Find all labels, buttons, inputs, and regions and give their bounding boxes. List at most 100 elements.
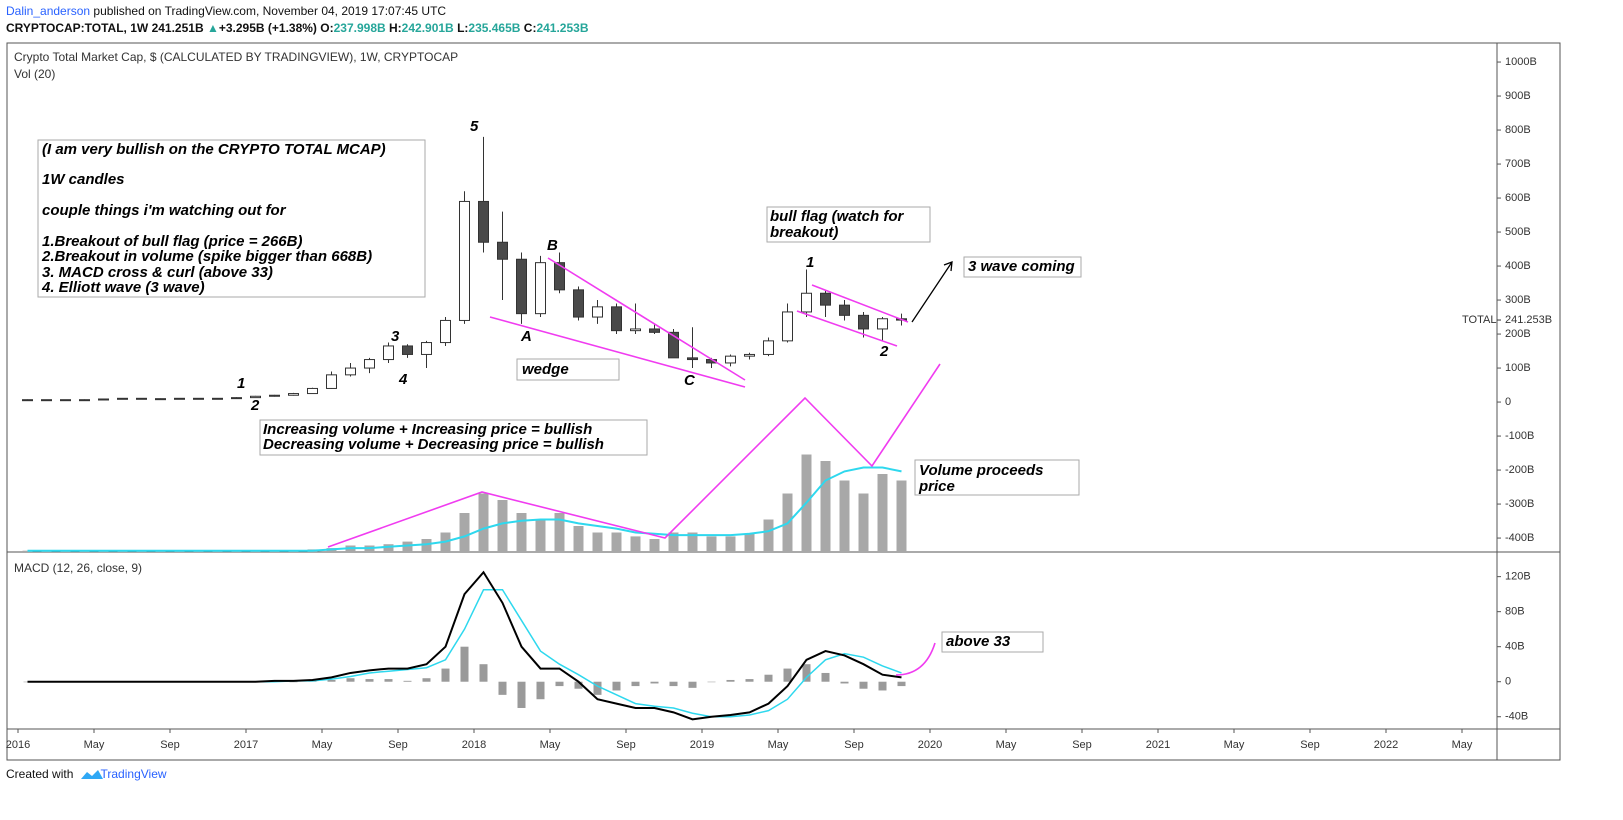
candle-body <box>288 393 299 396</box>
y-tick-label: -200B <box>1505 464 1534 476</box>
x-tick-label: Sep <box>1300 739 1320 751</box>
candle-body <box>744 353 755 357</box>
x-tick-label: 2018 <box>462 739 486 751</box>
wave-label: 2 <box>250 397 260 414</box>
macd-histogram <box>365 679 374 682</box>
volume-bar <box>592 532 603 552</box>
l-value: 235.465B <box>468 21 520 35</box>
candle-body <box>402 345 413 355</box>
candle-body <box>877 318 888 330</box>
macd-histogram <box>441 668 450 682</box>
macd-histogram <box>403 680 412 682</box>
y-tick-label: -400B <box>1505 532 1534 544</box>
price-line-name: TOTAL <box>1462 314 1496 326</box>
note: 3. MACD cross & curl (above 33) <box>42 264 273 281</box>
x-tick-label: Sep <box>160 739 180 751</box>
y-tick-label: 700B <box>1505 158 1531 170</box>
x-tick-label: 2020 <box>918 739 942 751</box>
candle-body <box>345 367 356 376</box>
macd-histogram <box>536 681 545 700</box>
candle-body <box>193 397 204 400</box>
volume-bar <box>744 533 755 552</box>
macd-histogram <box>859 681 868 689</box>
volume-bar <box>687 532 698 552</box>
x-tick-label: 2022 <box>1374 739 1398 751</box>
note: (I am very bullish on the CRYPTO TOTAL M… <box>42 141 386 158</box>
macd-line <box>27 570 902 721</box>
symbol-line: CRYPTOCAP:TOTAL, 1W 241.251B ▲+3.295B (+… <box>6 21 589 35</box>
volume-note: Increasing volume + Increasing price = b… <box>263 421 592 438</box>
macd-histogram <box>897 681 906 687</box>
macd-histogram <box>764 674 773 682</box>
macd-histogram <box>289 681 298 683</box>
volume-bar <box>725 536 736 552</box>
candle-body <box>117 397 128 400</box>
y-tick-label: -100B <box>1505 430 1534 442</box>
x-tick-label: May <box>540 739 561 751</box>
y-tick-label: 600B <box>1505 192 1531 204</box>
wave-label: 1 <box>237 375 245 392</box>
flag-box <box>766 206 931 243</box>
candle-body <box>668 331 679 359</box>
flag-label: bull flag (watch for <box>770 208 904 225</box>
candle-body <box>174 397 185 400</box>
volume-bar <box>383 544 394 552</box>
header-line: Dalin_anderson published on TradingView.… <box>6 4 446 18</box>
x-tick-label: May <box>768 739 789 751</box>
volume-note: Decreasing volume + Decreasing price = b… <box>263 436 604 453</box>
symbol: CRYPTOCAP:TOTAL, 1W <box>6 21 149 35</box>
volume-bar <box>554 513 565 552</box>
y-tick-label: 100B <box>1505 362 1531 374</box>
wave-label: 1 <box>806 254 814 271</box>
candle-body <box>383 345 394 361</box>
wedge-line <box>489 316 746 388</box>
macd-histogram <box>384 679 393 682</box>
y-tick-label: -300B <box>1505 498 1534 510</box>
volume-title: Vol (20) <box>14 67 55 81</box>
macd-title: MACD (12, 26, close, 9) <box>14 561 142 575</box>
macd-histogram <box>555 681 564 687</box>
brand[interactable]: TradingView <box>101 767 167 781</box>
volume-bar <box>706 536 717 552</box>
candle-body <box>820 292 831 306</box>
candle-body <box>136 397 147 400</box>
wave-label: C <box>684 372 696 389</box>
y-tick-label: 1000B <box>1505 56 1537 68</box>
candle-body <box>98 398 109 401</box>
footer: Created with TradingView <box>6 767 167 781</box>
note: couple things i'm watching out for <box>42 202 287 219</box>
candle-body <box>364 359 375 369</box>
macd-histogram <box>802 664 811 682</box>
macd-histogram <box>612 681 621 691</box>
author[interactable]: Dalin_anderson <box>6 4 90 18</box>
volume-bar <box>421 539 432 552</box>
y-tick-label: 40B <box>1505 641 1525 653</box>
volume-ma <box>27 466 902 552</box>
candle-body <box>611 306 622 332</box>
created: Created with <box>6 767 73 781</box>
macd-histogram <box>574 681 583 689</box>
wave-label: 4 <box>398 371 408 388</box>
proceeds-box <box>914 459 1080 496</box>
proceeds-label: price <box>918 478 955 495</box>
h-value: 242.901B <box>402 21 454 35</box>
macd-histogram <box>422 678 431 682</box>
volume-trend <box>327 363 941 548</box>
volume-bar <box>478 493 489 552</box>
candle-body <box>516 258 527 315</box>
wave-label: A <box>520 328 532 345</box>
macd-histogram <box>783 668 792 682</box>
macd-histogram <box>745 679 754 682</box>
candle-body <box>592 306 603 318</box>
macd-histogram <box>479 664 488 682</box>
volume-bar <box>649 539 660 552</box>
marks: 1000B900B800B700B600B500B400B300B200B100… <box>6 56 1552 751</box>
x-tick-label: May <box>312 739 333 751</box>
macd-histogram <box>688 681 697 688</box>
note: 1W candles <box>42 171 125 188</box>
note: 1.Breakout of bull flag (price = 266B) <box>42 233 302 250</box>
candle-body <box>307 387 318 395</box>
candle-body <box>497 241 508 260</box>
macd-histogram <box>821 672 830 682</box>
macd-histogram <box>726 679 735 682</box>
